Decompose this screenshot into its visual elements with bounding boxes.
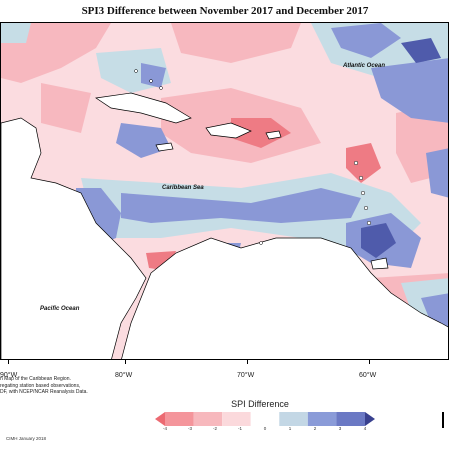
pink-zone-nw xyxy=(1,23,111,83)
lon-label-80w: 80°W xyxy=(115,372,133,379)
legend-swatch xyxy=(307,412,337,426)
logo-edge xyxy=(442,412,450,428)
spi-map xyxy=(0,22,449,360)
blue-zone-atlantic-north xyxy=(331,23,401,58)
legend-swatch xyxy=(365,412,375,426)
blue-zone-east-edge xyxy=(426,148,448,198)
credit-text: CIMH January 2018 xyxy=(6,436,47,441)
note-line: n Map of the Caribbean Region. xyxy=(0,376,71,382)
jamaica-island xyxy=(155,142,174,152)
land-masses xyxy=(1,92,448,359)
pacific-ocean-label: Pacific Ocean xyxy=(40,306,80,312)
island-dot xyxy=(159,86,163,90)
island-dot xyxy=(134,69,138,73)
legend-tick-label: -2 xyxy=(212,426,218,431)
darkblue-zone-trinidad xyxy=(361,223,396,258)
island-dot xyxy=(149,79,153,83)
island-dot xyxy=(366,220,372,226)
blue-zone-cuba xyxy=(116,123,171,158)
hispaniola-island xyxy=(205,122,252,139)
blue-zone-bahamas xyxy=(141,63,166,88)
lon-tick xyxy=(8,360,9,364)
legend-swatch xyxy=(193,412,223,426)
lon-label-70w: 70°W xyxy=(237,372,255,379)
lon-label-90w: 90°W xyxy=(0,372,18,379)
legend-swatch xyxy=(165,412,194,426)
blue-band-south-caribbean xyxy=(121,188,361,223)
legend-swatch xyxy=(222,412,251,426)
legend-tick-label: 0 xyxy=(263,426,267,431)
legend-tick-label: -1 xyxy=(237,426,243,431)
legend-swatch xyxy=(279,412,308,426)
blue-zone-guyana xyxy=(421,293,448,328)
south-america-land xyxy=(121,237,448,359)
map-note: n Map of the Caribbean Region. regating … xyxy=(0,376,118,396)
island-dot xyxy=(353,160,359,166)
lon-tick xyxy=(247,360,248,364)
note-line: DF, with NCEP/NCAR Reanalysis Data. xyxy=(0,389,88,395)
red-zone-lesser-antilles xyxy=(346,143,381,183)
island-dot xyxy=(360,190,366,196)
pink-zone-north xyxy=(171,23,301,63)
central-america-land xyxy=(1,117,147,359)
lon-tick xyxy=(369,360,370,364)
legend-swatch xyxy=(250,412,280,426)
legend-tick-label: 2 xyxy=(313,426,317,431)
legend-colorbar xyxy=(155,412,375,426)
caribbean-sea-label: Caribbean Sea xyxy=(162,185,204,191)
legend-tick-label: -3 xyxy=(187,426,193,431)
island-dot xyxy=(363,205,369,211)
lightblue-zone-corner xyxy=(1,23,31,43)
blue-zone-atlantic-east xyxy=(371,58,448,123)
cuba-island xyxy=(95,92,192,124)
legend-tick-label: -4 xyxy=(162,426,168,431)
atlantic-ocean-label: Atlantic Ocean xyxy=(343,63,386,69)
map-title: SPI3 Difference between November 2017 an… xyxy=(81,5,369,17)
lon-label-60w: 60°W xyxy=(359,372,377,379)
legend-title: SPI Difference xyxy=(231,399,289,409)
legend-swatch xyxy=(155,412,165,426)
island-dot xyxy=(259,241,263,245)
puerto-rico-island xyxy=(265,130,282,140)
darkblue-zone-atlantic xyxy=(401,38,441,63)
spi-difference-field xyxy=(1,23,448,359)
legend-tick-label: 1 xyxy=(288,426,292,431)
legend-swatch xyxy=(336,412,365,426)
island-dot xyxy=(358,175,364,181)
legend-tick-label: 4 xyxy=(363,426,367,431)
legend-tick-label: 3 xyxy=(338,426,342,431)
lon-tick xyxy=(125,360,126,364)
small-islands xyxy=(134,69,372,245)
pink-zone-gulf xyxy=(41,83,91,133)
note-line: regating station based observations, xyxy=(0,382,81,389)
trinidad-island xyxy=(370,257,389,270)
red-zone-hispaniola xyxy=(231,118,291,148)
